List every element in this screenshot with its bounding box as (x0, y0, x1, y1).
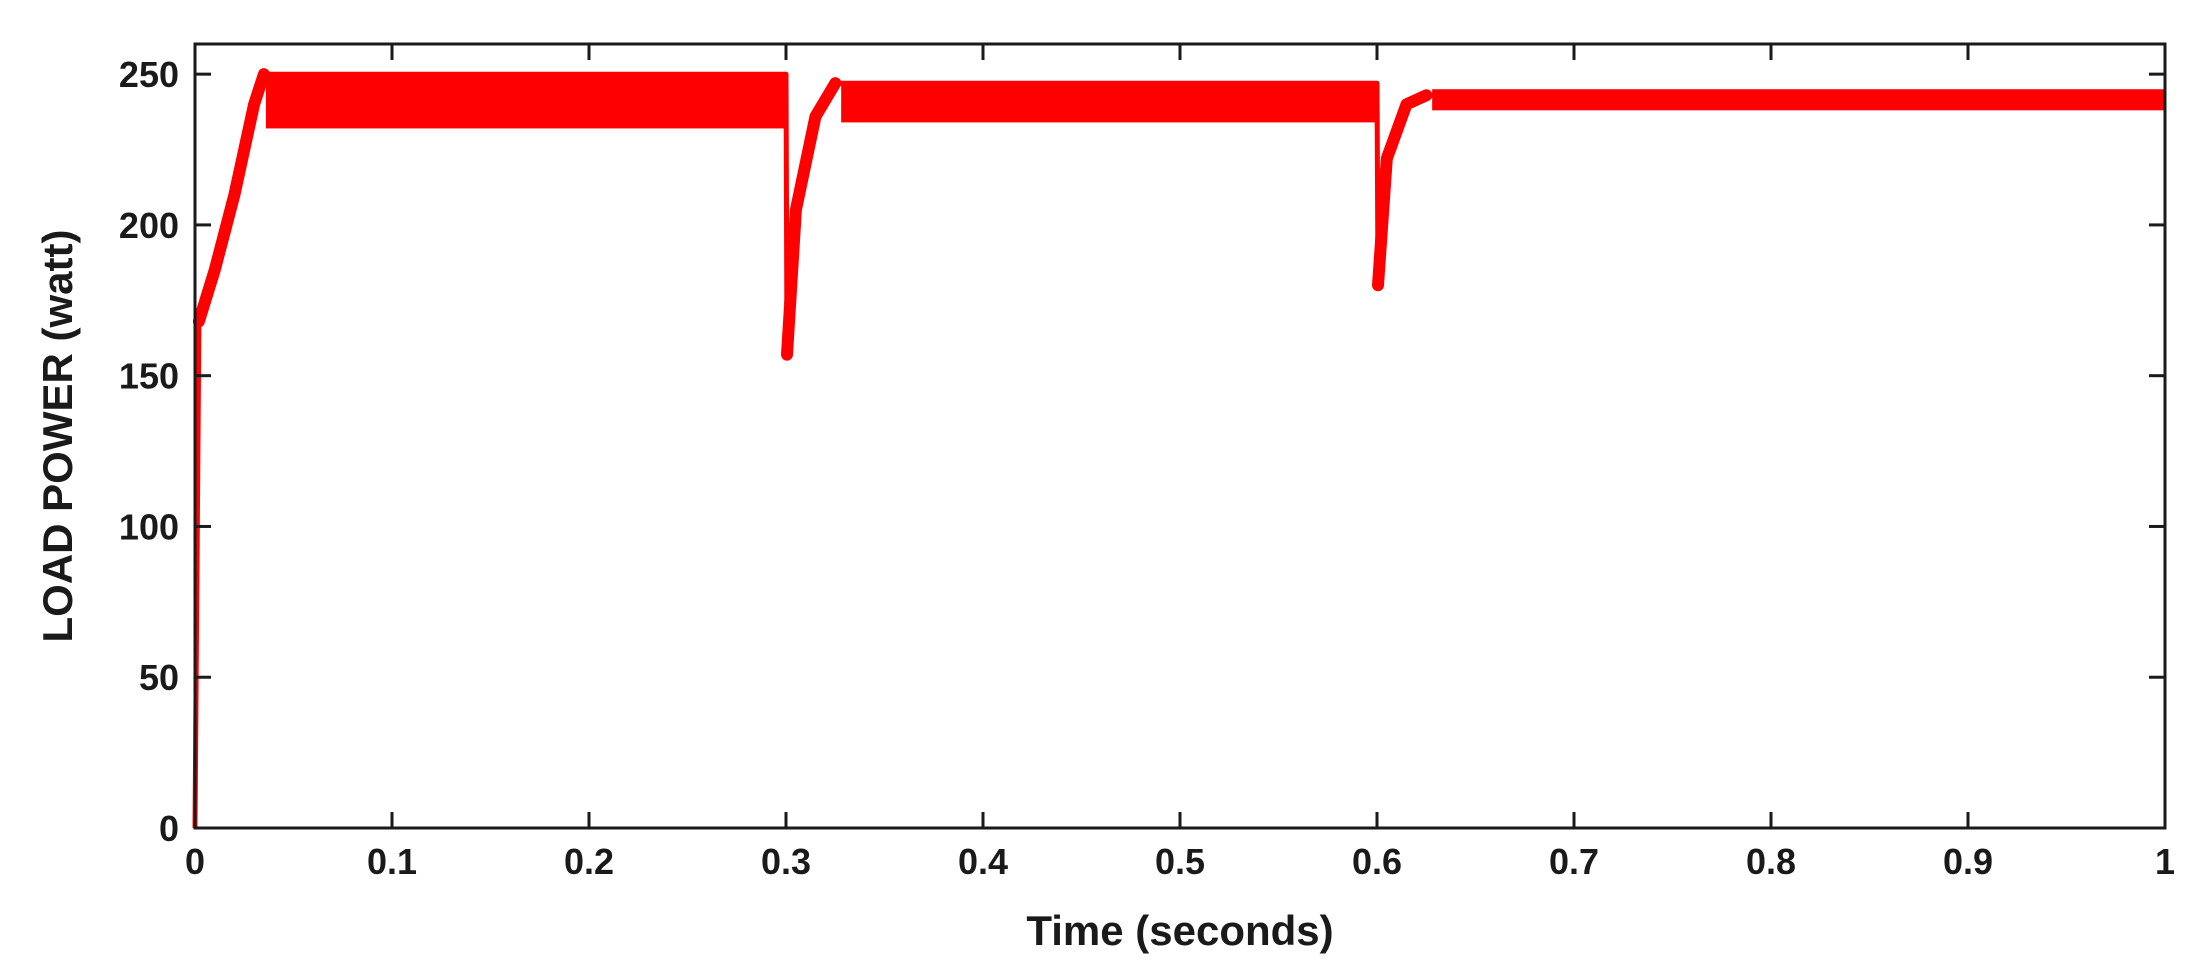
x-tick-label: 1 (2155, 841, 2175, 882)
x-tick-labels: 0 0.1 0.2 0.3 0.4 0.5 0.6 0.7 0.8 0.9 1 (185, 841, 2175, 882)
ripple-band (265, 74, 786, 129)
x-axis-title: Time (seconds) (1026, 907, 1333, 954)
y-tick-label: 50 (139, 657, 179, 698)
x-tick-label: 0.6 (1352, 841, 1402, 882)
x-tick-label: 0.2 (564, 841, 614, 882)
axis-ticks (193, 44, 2167, 830)
transient-ripple (1372, 89, 1433, 292)
x-tick-label: 0.3 (761, 841, 811, 882)
series-line (192, 71, 2165, 829)
ripple-band (841, 83, 1377, 123)
y-tick-labels: 0 50 100 150 200 250 (119, 54, 179, 849)
y-tick-label: 0 (159, 808, 179, 849)
x-tick-label: 0.9 (1943, 841, 1993, 882)
transient-ripple (781, 77, 842, 361)
y-tick-label: 100 (119, 506, 179, 547)
x-tick-label: 0.1 (367, 841, 417, 882)
x-tick-label: 0.4 (958, 841, 1008, 882)
plot-frame (193, 42, 2167, 830)
x-tick-label: 0.8 (1746, 841, 1796, 882)
ripple-band (1432, 89, 2165, 111)
y-tick-label: 200 (119, 205, 179, 246)
y-tick-label: 150 (119, 356, 179, 397)
x-tick-label: 0.7 (1549, 841, 1599, 882)
y-tick-label: 250 (119, 54, 179, 95)
plot-area (192, 68, 2165, 829)
x-tick-label: 0.5 (1155, 841, 1205, 882)
x-tick-label: 0 (185, 841, 205, 882)
transient-ripple (192, 68, 270, 328)
y-axis-title: LOAD POWER (watt) (34, 230, 81, 643)
